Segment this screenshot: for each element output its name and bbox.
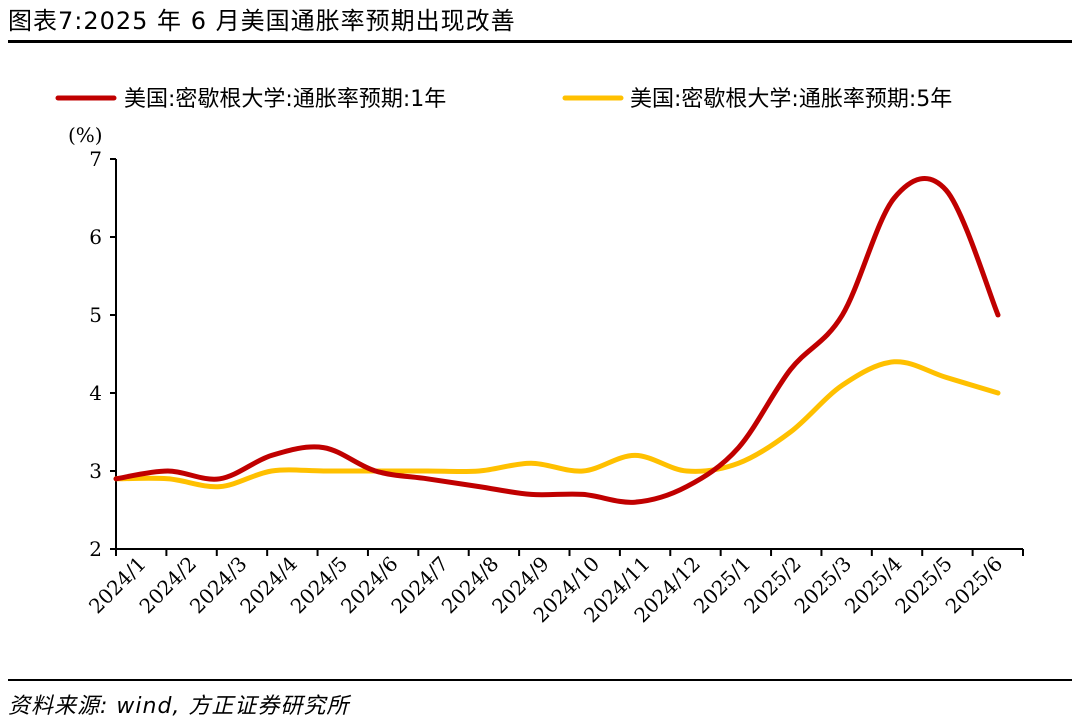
source-note: 资料来源: wind, 方正证券研究所 <box>8 694 350 719</box>
legend: 美国:密歇根大学:通胀率预期:1年 美国:密歇根大学:通胀率预期:5年 <box>55 87 952 112</box>
y-axis-unit-label: (%) <box>68 123 103 147</box>
series-lines <box>113 176 1001 505</box>
axes <box>110 158 1024 556</box>
figure-title: 图表7:2025 年 6 月美国通胀率预期出现改善 <box>8 7 516 35</box>
x-tick-label: 2025/6 <box>941 552 1008 619</box>
y-tick-label: 3 <box>89 459 102 483</box>
series-line-5y <box>113 359 1001 490</box>
series-line-1y <box>113 176 1001 505</box>
x-tick-labels: 2024/12024/22024/32024/42024/52024/62024… <box>84 552 1007 628</box>
y-tick-label: 5 <box>89 303 102 327</box>
footer-rule <box>8 679 1072 681</box>
line-chart: 美国:密歇根大学:通胀率预期:1年 美国:密歇根大学:通胀率预期:5年 (%) … <box>55 87 1024 628</box>
y-tick-labels: 2 3 4 5 6 7 <box>89 147 102 561</box>
y-tick-label: 6 <box>89 225 102 249</box>
y-tick-label: 2 <box>89 537 102 561</box>
legend-label-1y: 美国:密歇根大学:通胀率预期:1年 <box>124 87 446 112</box>
y-tick-label: 7 <box>89 147 102 171</box>
legend-label-5y: 美国:密歇根大学:通胀率预期:5年 <box>630 87 952 112</box>
y-tick-label: 4 <box>89 381 102 405</box>
title-rule <box>8 40 1072 43</box>
